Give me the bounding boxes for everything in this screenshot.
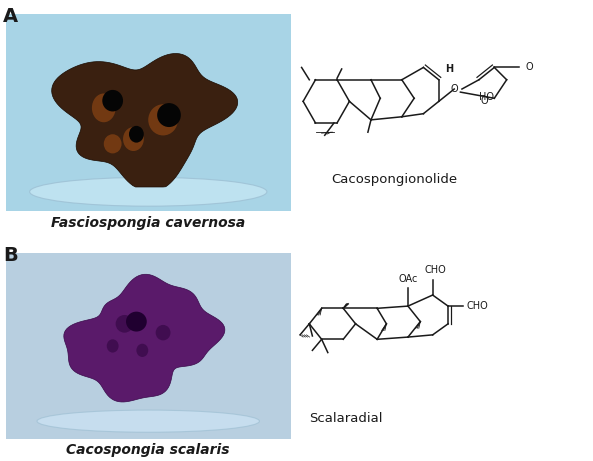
Text: O: O [525,62,533,72]
Text: Fasciospongia cavernosa: Fasciospongia cavernosa [51,216,246,230]
Ellipse shape [157,103,181,127]
Text: A: A [3,7,18,26]
Ellipse shape [155,325,171,340]
Text: CHO: CHO [425,265,447,275]
Ellipse shape [136,344,148,357]
Ellipse shape [126,312,147,331]
Text: Cacospongionolide: Cacospongionolide [331,172,457,186]
Text: Cacospongia scalaris: Cacospongia scalaris [66,443,230,456]
Ellipse shape [148,104,178,136]
FancyBboxPatch shape [6,14,291,211]
Ellipse shape [107,339,119,353]
PathPatch shape [64,274,225,402]
Ellipse shape [104,134,122,154]
Text: B: B [3,246,18,266]
Text: HO: HO [479,92,495,102]
Ellipse shape [37,410,260,432]
Text: Scalaradial: Scalaradial [310,412,383,426]
Ellipse shape [102,90,123,112]
Ellipse shape [92,94,116,122]
Text: OAc: OAc [398,274,417,284]
Ellipse shape [129,126,144,142]
FancyBboxPatch shape [6,253,291,439]
Text: CHO: CHO [467,301,488,311]
Ellipse shape [123,127,144,151]
Text: H: H [445,64,453,74]
Ellipse shape [30,177,267,206]
Ellipse shape [116,315,133,333]
PathPatch shape [52,53,238,187]
Text: O: O [480,96,488,106]
Text: O: O [451,84,458,94]
